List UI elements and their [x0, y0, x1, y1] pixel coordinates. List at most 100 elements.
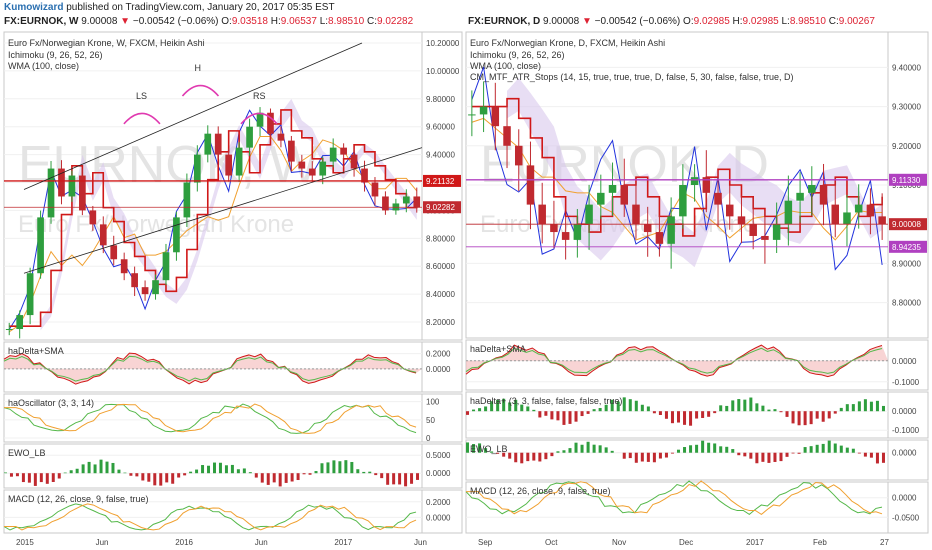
d_hadelta2-bar: [773, 409, 777, 412]
candle: [468, 90, 476, 137]
candle: [749, 196, 757, 250]
candle: [382, 191, 389, 215]
d_macd-y-tick: -0.0500: [892, 513, 920, 522]
weekly-x-tick: Jun: [255, 538, 268, 547]
d_hadelta2-bar: [532, 409, 536, 412]
candle-body: [173, 217, 180, 253]
candle: [26, 267, 34, 325]
daily-y-tick: 8.80000: [892, 299, 921, 308]
left-close: 9.02282: [376, 16, 414, 27]
d_ewo-bar: [610, 450, 614, 453]
charts-area[interactable]: 8.200008.400008.600008.800009.000009.200…: [0, 30, 932, 550]
candle: [141, 280, 149, 301]
d_ewo-bar: [803, 447, 807, 453]
d_hadelta2-bar: [797, 411, 801, 426]
d_ewo-bar: [815, 444, 819, 453]
d_ewo-title: EWO_LB: [470, 444, 508, 454]
d_ewo-bar: [713, 443, 717, 453]
d_hadelta2-bar: [526, 406, 530, 412]
candle-body: [585, 204, 593, 225]
candle: [878, 193, 886, 240]
candle-body: [866, 204, 875, 217]
author-link[interactable]: Kumowizard: [4, 2, 64, 13]
right-change: −0.00542 (−0.06%): [594, 16, 681, 27]
candle: [643, 206, 652, 257]
w_ewo-bar: [344, 460, 348, 474]
candle-body: [514, 145, 523, 166]
daily-price-label: 9.11330: [892, 176, 921, 185]
publish-info: published on TradingView.com, January 20…: [66, 2, 335, 13]
candle: [620, 158, 629, 217]
d_hadelta2-y-tick: -0.1000: [892, 426, 920, 435]
d_hadelta2-bar: [815, 411, 819, 419]
w_ewo-y-tick: 0.5000: [426, 451, 451, 460]
d_hadelta2-bar: [508, 402, 512, 412]
candle-body: [89, 210, 97, 225]
left-symbol[interactable]: FX:EURNOK, W: [4, 16, 79, 27]
d_hadelta2-bar: [875, 400, 879, 412]
d_ewo-bar: [664, 452, 668, 458]
weekly-y-tick: 8.20000: [426, 318, 455, 327]
d_hadelta2-bar: [767, 409, 771, 412]
d_hadelta2-bar: [839, 407, 843, 412]
candle: [866, 188, 875, 235]
candle-body: [58, 168, 65, 197]
candle: [173, 211, 180, 261]
daily-y-tick: 9.30000: [892, 103, 921, 112]
candle: [402, 189, 410, 213]
w_macd-frame: [3, 489, 463, 534]
head-shoulders-arc: [181, 84, 220, 97]
d_ewo-bar: [845, 447, 849, 453]
d_hadelta2-bar: [544, 411, 548, 416]
w_ewo-bar: [4, 472, 7, 474]
w_ewo-bar: [123, 472, 127, 474]
d_ewo-bar: [707, 442, 711, 453]
right-symbol[interactable]: FX:EURNOK, D: [468, 16, 541, 27]
d_ewo-bar: [622, 452, 626, 459]
daily-x-tick: Oct: [545, 538, 558, 547]
daily-x-tick: Sep: [478, 538, 493, 547]
w_ewo-bar: [51, 473, 55, 482]
pattern-label: H: [194, 63, 201, 73]
d_ewo-bar: [484, 448, 488, 453]
d_hadelta-title: haDelta+SMA: [470, 344, 526, 354]
candle: [79, 168, 86, 216]
d_hadelta2-bar: [881, 405, 885, 412]
weekly-y-tick: 9.40000: [426, 151, 455, 160]
w_ewo-bar: [201, 465, 205, 474]
w_ewo-bar: [332, 460, 336, 474]
w_ewo-bar: [236, 469, 240, 474]
right-close: 9.00267: [838, 16, 875, 27]
w_ewo-bar: [248, 472, 252, 474]
w_ewo-bar: [314, 471, 318, 474]
candle: [340, 143, 347, 160]
left-last: 9.00008: [81, 16, 118, 27]
candle: [772, 202, 781, 254]
d_hadelta2-bar: [520, 404, 524, 412]
candle-body: [878, 216, 886, 225]
candle-body: [319, 161, 327, 176]
head-shoulders-arc: [123, 112, 161, 125]
d_hadelta2-bar: [598, 407, 602, 412]
w_ewo-bar: [159, 473, 163, 486]
w_hadelta-sma-line: [3, 355, 417, 382]
candle-body: [382, 196, 389, 211]
weekly-title: Euro Fx/Norwegian Krone, W, FXCM, Heikin…: [8, 38, 205, 48]
candle: [538, 182, 546, 244]
d_hadelta2-bar: [833, 411, 837, 414]
w_ewo-bar: [338, 461, 342, 474]
d_ewo-bar: [628, 452, 632, 459]
w_macd-y-tick: 0.0000: [426, 513, 451, 522]
w_ewo-bar: [75, 468, 79, 474]
candle: [831, 178, 840, 238]
w_ewo-bar: [392, 473, 396, 485]
candle-body: [288, 140, 295, 162]
w_ewo-bar: [368, 471, 372, 474]
d_hadelta2-bar: [779, 411, 783, 413]
w_macd-line-a: [3, 503, 417, 531]
d_hadelta2-bar: [496, 399, 500, 412]
candle-body: [298, 161, 306, 169]
d_hadelta2-bar: [743, 399, 747, 412]
d_hadelta2-bar: [731, 400, 735, 412]
candle-body: [183, 182, 191, 218]
